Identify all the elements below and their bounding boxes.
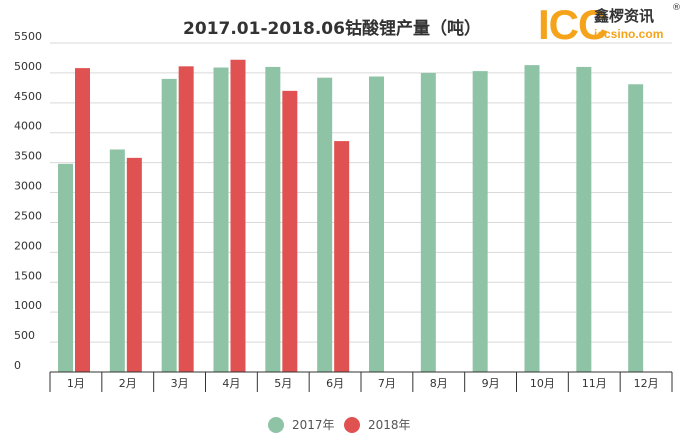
y-tick-label: 5500: [14, 30, 42, 43]
y-tick-label: 1500: [14, 269, 42, 282]
x-tick-label: 10月: [530, 377, 555, 390]
legend: 2017年 2018年: [0, 416, 694, 440]
x-tick-label: 11月: [582, 377, 607, 390]
bar-2018年-5月: [282, 91, 297, 372]
y-tick-label: 4000: [14, 120, 42, 133]
bar-2018年-4月: [231, 60, 246, 372]
x-tick-label: 12月: [634, 377, 659, 390]
y-tick-label: 4500: [14, 90, 42, 103]
bar-2018年-6月: [334, 141, 349, 372]
legend-item-2017年: 2017年: [268, 416, 335, 433]
bar-2017年-8月: [421, 73, 436, 372]
bar-2017年-11月: [576, 67, 591, 372]
bar-2017年-12月: [628, 84, 643, 372]
bar-2018年-1月: [75, 68, 90, 372]
bar-2018年-3月: [179, 66, 194, 372]
x-tick-label: 6月: [326, 377, 344, 390]
bar-2017年-3月: [162, 79, 177, 372]
bar-2017年-1月: [58, 164, 73, 372]
bar-2017年-4月: [214, 68, 229, 372]
y-tick-label: 3000: [14, 180, 42, 193]
y-tick-label: 1000: [14, 299, 42, 312]
legend-label: 2018年: [368, 416, 411, 433]
bar-2018年-2月: [127, 158, 142, 372]
y-tick-label: 2500: [14, 209, 42, 222]
x-tick-label: 9月: [482, 377, 500, 390]
legend-label: 2017年: [292, 416, 335, 433]
bar-2017年-10月: [525, 65, 540, 372]
x-tick-label: 1月: [67, 377, 85, 390]
legend-swatch: [344, 417, 360, 433]
y-tick-label: 2000: [14, 239, 42, 252]
x-tick-label: 2月: [119, 377, 137, 390]
bar-2017年-2月: [110, 149, 125, 372]
x-tick-label: 5月: [274, 377, 292, 390]
bar-2017年-7月: [369, 76, 384, 372]
bar-2017年-6月: [317, 78, 332, 372]
legend-swatch: [268, 417, 284, 433]
x-tick-label: 7月: [378, 377, 396, 390]
y-tick-label: 5000: [14, 60, 42, 73]
x-tick-label: 4月: [222, 377, 240, 390]
x-tick-label: 3月: [171, 377, 189, 390]
bar-2017年-5月: [265, 67, 280, 372]
x-tick-label: 8月: [430, 377, 448, 390]
legend-item-2018年: 2018年: [344, 416, 411, 433]
bar-2017年-9月: [473, 71, 488, 372]
y-tick-label: 0: [14, 359, 21, 372]
y-tick-label: 500: [14, 329, 35, 342]
y-tick-label: 3500: [14, 150, 42, 163]
